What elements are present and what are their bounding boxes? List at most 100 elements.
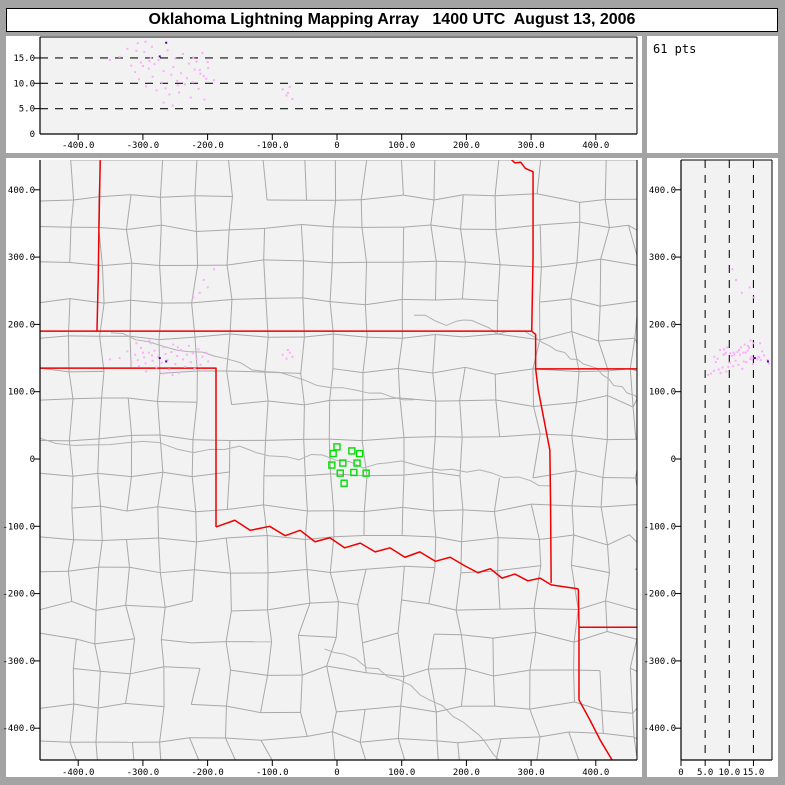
county-line <box>226 705 261 714</box>
county-line <box>268 568 308 574</box>
county-line <box>159 742 162 760</box>
county-line <box>568 731 580 760</box>
lightning-source-point <box>285 94 288 97</box>
county-line <box>128 397 158 402</box>
ew-altitude-plot[interactable]: 5.0 10.0 15.0 0 -400.0 -300.0 -200.0 -100.0 0 100… <box>6 36 642 153</box>
plan-view-map-plot[interactable]: 400.0 300.0 200.0 100.0 0 -100.0 -200.0 -300.0 -… <box>2 158 642 778</box>
ns-tick-label: -200.0 <box>2 590 35 600</box>
lightning-source-point <box>746 349 749 352</box>
lightning-source-point <box>195 357 198 360</box>
county-line <box>465 366 496 375</box>
county-line <box>73 539 103 542</box>
county-line <box>601 710 604 734</box>
county-line <box>629 368 634 408</box>
county-line <box>600 227 610 260</box>
lightning-source-point <box>171 373 174 376</box>
county-line <box>434 261 437 301</box>
county-line <box>532 368 535 407</box>
county-line <box>398 738 438 742</box>
county-line <box>495 738 502 760</box>
county-line <box>130 666 164 675</box>
county-line <box>331 226 334 263</box>
county-line <box>432 472 435 512</box>
county-line <box>329 536 335 573</box>
county-line <box>401 566 405 601</box>
county-line <box>125 539 130 568</box>
county-line <box>427 634 435 670</box>
county-line <box>434 633 462 636</box>
county-line <box>399 397 405 438</box>
county-line <box>462 333 498 338</box>
county-line <box>95 567 100 611</box>
lightning-source-point <box>145 85 148 88</box>
lightning-source-point <box>126 47 129 50</box>
altitude-tick-label: 10.0 <box>13 79 35 89</box>
lightning-source-point <box>139 346 142 349</box>
county-line <box>570 534 575 566</box>
county-line <box>159 434 194 441</box>
lightning-source-point <box>149 56 152 59</box>
lightning-source-point <box>719 371 722 374</box>
county-line <box>605 572 610 602</box>
lightning-source-point <box>213 79 216 82</box>
county-line <box>226 265 233 300</box>
lightning-source-point <box>197 87 200 90</box>
altitude-tick-label: 15.0 <box>13 54 35 64</box>
lightning-source-point <box>722 348 725 351</box>
lightning-source-point <box>151 75 154 78</box>
county-line <box>260 675 269 713</box>
county-line <box>225 537 232 574</box>
county-line <box>497 264 501 301</box>
county-line <box>326 665 337 712</box>
county-line <box>300 712 308 737</box>
county-line <box>97 472 132 478</box>
lightning-source-point <box>195 60 198 63</box>
state-border-line <box>531 330 537 369</box>
lightning-source-point <box>143 356 146 359</box>
county-line <box>497 565 541 572</box>
lightning-source-point <box>747 344 750 347</box>
map-content <box>40 160 637 760</box>
county-line <box>571 331 599 342</box>
lightning-source-point <box>205 351 208 354</box>
county-line <box>571 564 610 574</box>
county-line <box>73 703 99 709</box>
lightning-source-point <box>206 286 209 289</box>
county-line <box>72 638 77 669</box>
county-line <box>494 195 497 230</box>
lightning-source-point <box>717 368 720 371</box>
county-line <box>361 194 404 201</box>
ew-tick-label: -300.0 <box>127 141 160 151</box>
county-line <box>230 573 232 611</box>
county-line <box>364 506 403 513</box>
county-line <box>189 737 200 760</box>
county-line <box>263 440 267 476</box>
county-line <box>40 439 70 442</box>
ns-altitude-plot[interactable]: 5.0 10.0 15.0 0 400.0 300.0 200.0 100.0 0 -100.0 -… <box>643 158 778 778</box>
county-line <box>264 372 269 402</box>
lightning-source-point <box>288 351 291 354</box>
county-line <box>330 568 367 573</box>
county-line <box>603 732 635 738</box>
county-line <box>40 600 72 611</box>
lightning-source-point <box>731 268 734 271</box>
county-line <box>302 297 331 303</box>
lightning-source-point <box>745 361 748 364</box>
county-line <box>229 227 265 231</box>
county-line <box>570 565 579 610</box>
county-line <box>67 539 75 572</box>
county-line <box>194 195 197 232</box>
county-line <box>131 262 160 266</box>
lightning-source-point <box>176 346 179 349</box>
county-line <box>40 703 74 709</box>
county-line <box>499 433 541 438</box>
county-line <box>397 368 401 399</box>
lma-station-marker <box>340 479 348 487</box>
ew-tick-label: 300.0 <box>518 141 545 151</box>
lightning-source-point <box>712 369 715 372</box>
county-line <box>332 731 361 743</box>
county-line <box>159 737 190 743</box>
lightning-source-point <box>170 73 173 76</box>
county-line <box>433 510 437 538</box>
